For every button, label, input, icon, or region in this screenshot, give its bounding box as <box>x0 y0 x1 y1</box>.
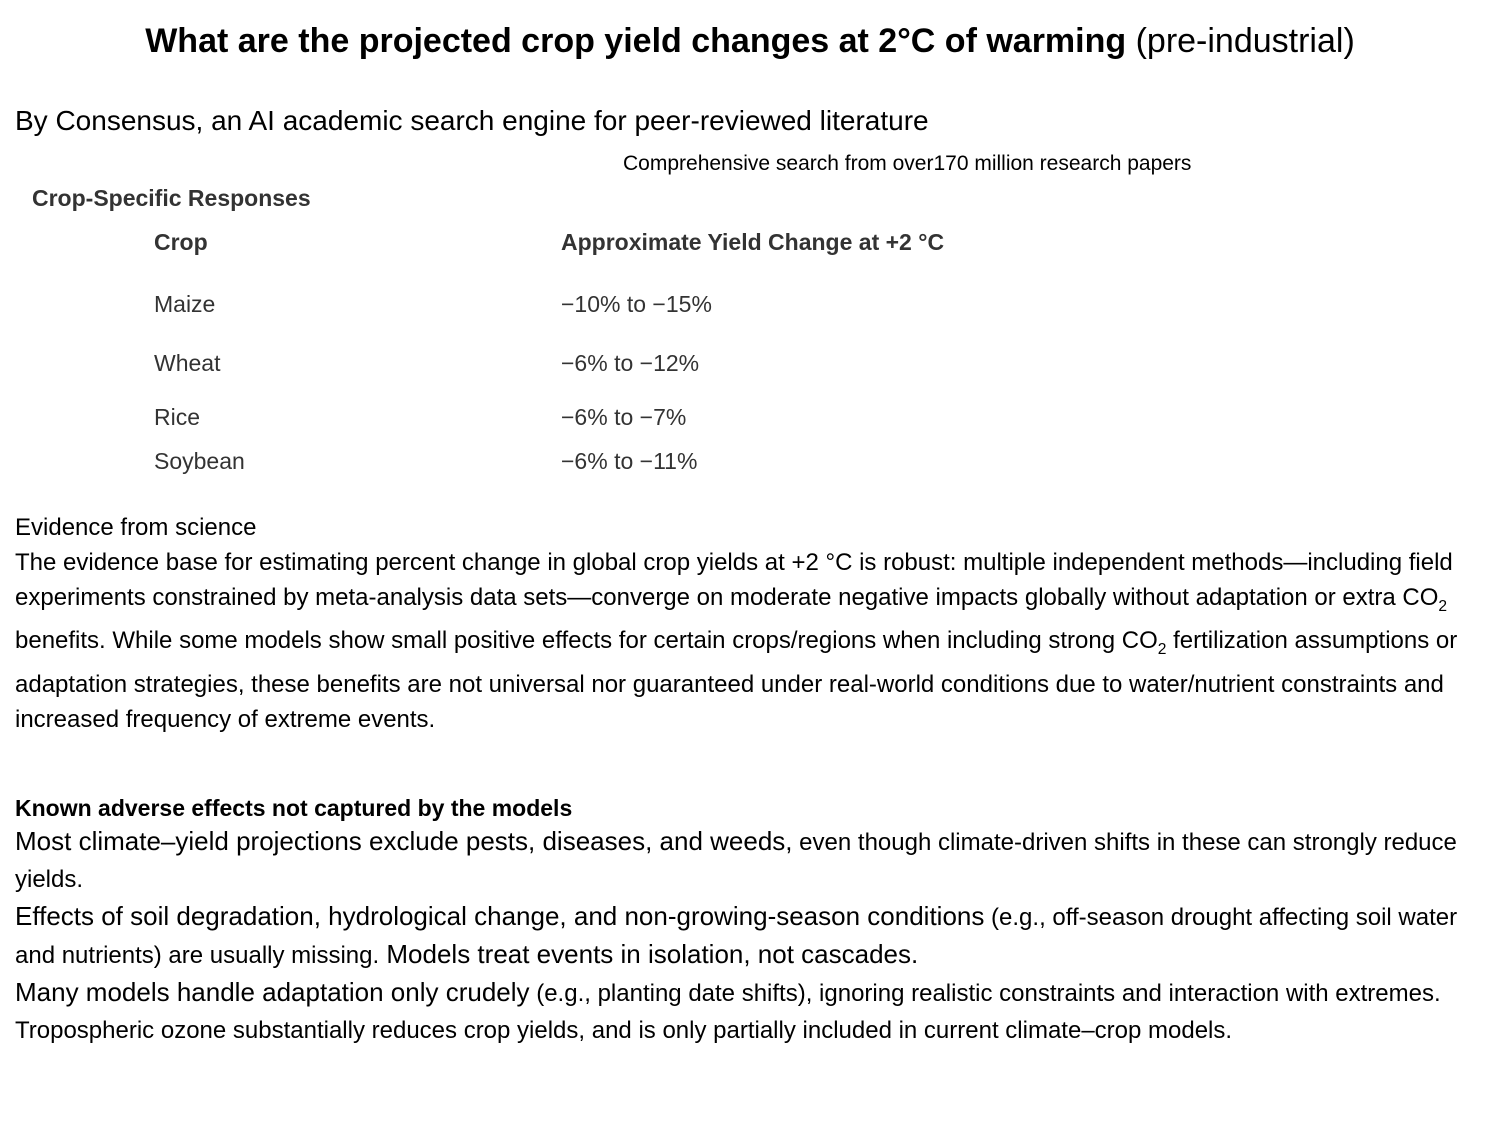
subscript: 2 <box>1157 640 1167 658</box>
table-cell-yield: −10% to −15% <box>561 291 712 317</box>
evidence-heading: Evidence from science <box>15 514 257 541</box>
item-text: even though climate-driven shifts in the… <box>15 829 1457 893</box>
adverse-item: Effects of soil degradation, hydrologica… <box>15 898 1485 974</box>
evidence-paragraph: The evidence base for estimating percent… <box>15 546 1490 738</box>
table-cell-crop: Rice <box>154 404 201 430</box>
table-cell-yield: −6% to −7% <box>561 404 687 430</box>
title-qualifier: (pre-industrial) <box>1126 22 1355 60</box>
evidence-text: The evidence base for estimating percent… <box>15 548 1453 611</box>
table-cell-yield: −6% to −11% <box>561 448 698 474</box>
table-cell-yield: −6% to −12% <box>561 350 700 376</box>
item-text: (e.g., planting date shifts), ignoring r… <box>529 980 1441 1007</box>
table-cell-crop: Maize <box>154 291 216 317</box>
subscript: 2 <box>1438 597 1448 615</box>
item-lead: Most climate–yield projections exclude p… <box>15 826 793 856</box>
adverse-heading: Known adverse effects not captured by th… <box>15 795 573 821</box>
table-heading: Crop-Specific Responses <box>32 185 311 211</box>
item-lead: Many models handle adaptation only crude… <box>15 977 530 1007</box>
table-cell-crop: Soybean <box>154 448 245 474</box>
item-tail: Models treat events in isolation, not ca… <box>379 939 919 969</box>
table-cell-crop: Wheat <box>154 350 221 376</box>
evidence-text: fertilization assumptions or adaptation … <box>15 627 1458 733</box>
item-text: Tropospheric ozone substantially reduces… <box>15 1017 1233 1044</box>
adverse-item: Most climate–yield projections exclude p… <box>15 823 1485 898</box>
adverse-item: Tropospheric ozone substantially reduces… <box>15 1012 1485 1049</box>
column-header-yield-change: Approximate Yield Change at +2 °C <box>561 229 945 255</box>
evidence-text: benefits. While some models show small p… <box>15 627 1158 655</box>
page-title: What are the projected crop yield change… <box>0 22 1500 61</box>
evidence-section: Evidence from science The evidence base … <box>15 511 1490 737</box>
item-lead: Effects of soil degradation, hydrologica… <box>15 901 985 931</box>
search-note: Comprehensive search from over170 millio… <box>623 152 1192 175</box>
subtitle: By Consensus, an AI academic search engi… <box>15 105 929 136</box>
adverse-effects-section: Known adverse effects not captured by th… <box>15 793 1485 1049</box>
title-main: What are the projected crop yield change… <box>145 22 1127 60</box>
adverse-item: Many models handle adaptation only crude… <box>15 974 1485 1012</box>
column-header-crop: Crop <box>154 229 208 255</box>
item-text: (e.g., off-season drought affecting soil… <box>15 904 1458 969</box>
